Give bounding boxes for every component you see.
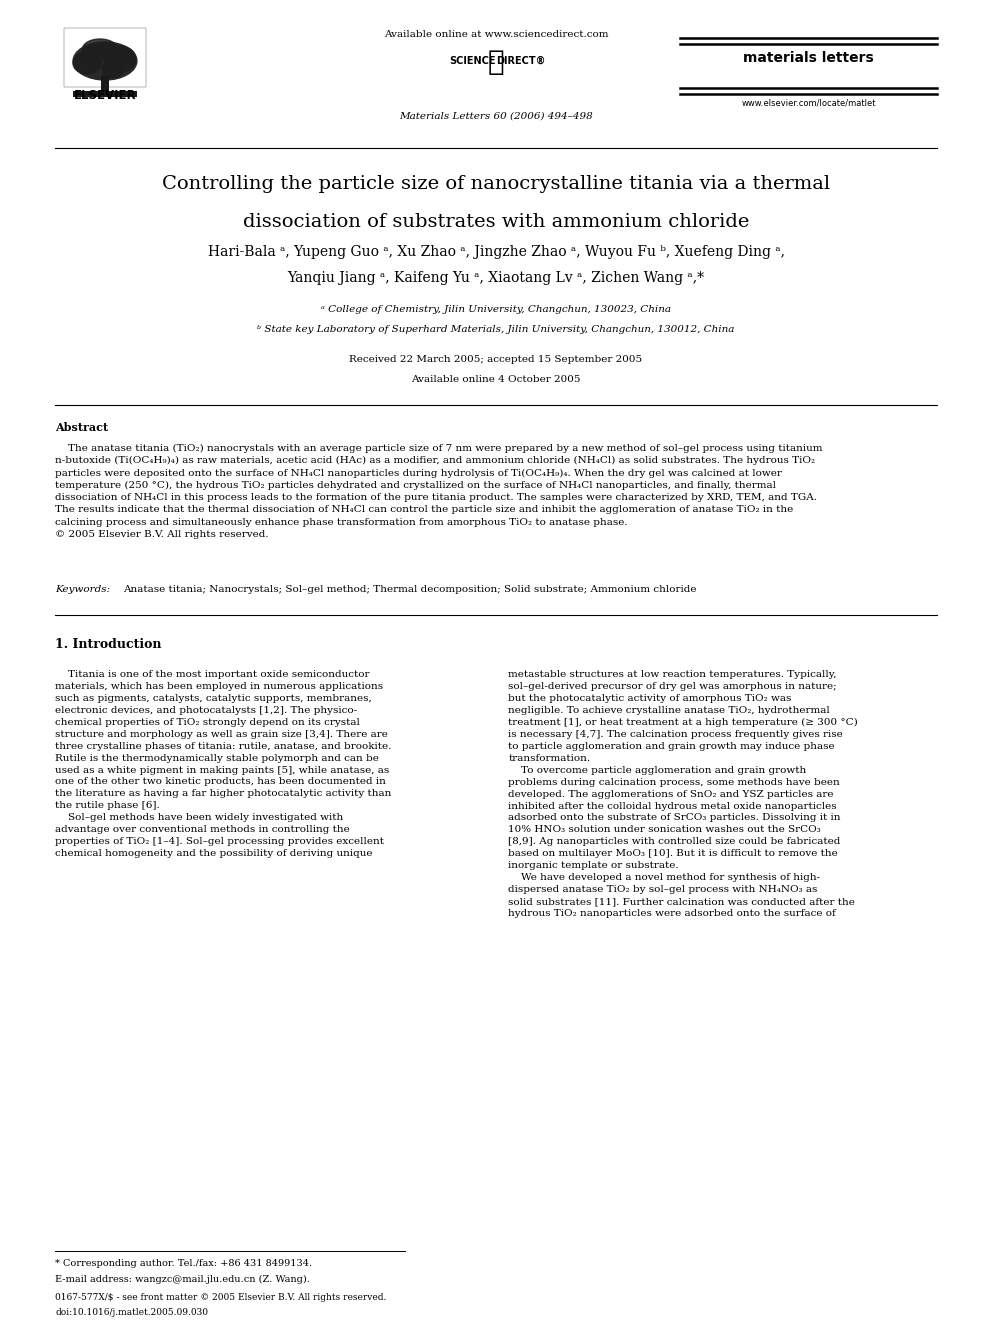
- Text: Keywords:: Keywords:: [55, 585, 113, 594]
- Text: www.elsevier.com/locate/matlet: www.elsevier.com/locate/matlet: [741, 98, 876, 107]
- Text: Received 22 March 2005; accepted 15 September 2005: Received 22 March 2005; accepted 15 Sept…: [349, 355, 643, 364]
- Text: 0167-577X/$ - see front matter © 2005 Elsevier B.V. All rights reserved.: 0167-577X/$ - see front matter © 2005 El…: [55, 1293, 386, 1302]
- Text: doi:10.1016/j.matlet.2005.09.030: doi:10.1016/j.matlet.2005.09.030: [55, 1308, 208, 1316]
- FancyBboxPatch shape: [72, 91, 137, 97]
- Text: metastable structures at low reaction temperatures. Typically,
sol–gel-derived p: metastable structures at low reaction te…: [509, 669, 858, 918]
- Text: ELSEVIER: ELSEVIER: [73, 89, 136, 102]
- Text: dissociation of substrates with ammonium chloride: dissociation of substrates with ammonium…: [243, 213, 749, 232]
- Text: Hari-Bala ᵃ, Yupeng Guo ᵃ, Xu Zhao ᵃ, Jingzhe Zhao ᵃ, Wuyou Fu ᵇ, Xuefeng Ding ᵃ: Hari-Bala ᵃ, Yupeng Guo ᵃ, Xu Zhao ᵃ, Ji…: [207, 245, 785, 259]
- Text: Yanqiu Jiang ᵃ, Kaifeng Yu ᵃ, Xiaotang Lv ᵃ, Zichen Wang ᵃ,*: Yanqiu Jiang ᵃ, Kaifeng Yu ᵃ, Xiaotang L…: [288, 271, 704, 284]
- Text: Titania is one of the most important oxide semiconductor
materials, which has be: Titania is one of the most important oxi…: [55, 669, 392, 859]
- Ellipse shape: [82, 38, 117, 60]
- FancyBboxPatch shape: [101, 75, 109, 97]
- Ellipse shape: [73, 52, 101, 74]
- Text: 1. Introduction: 1. Introduction: [55, 638, 162, 651]
- Text: E-mail address: wangzc@mail.jlu.edu.cn (Z. Wang).: E-mail address: wangzc@mail.jlu.edu.cn (…: [55, 1275, 310, 1285]
- Ellipse shape: [102, 60, 124, 78]
- Ellipse shape: [104, 46, 136, 71]
- Text: ⓓ: ⓓ: [488, 48, 504, 75]
- Text: Available online 4 October 2005: Available online 4 October 2005: [412, 374, 580, 384]
- Ellipse shape: [73, 42, 137, 79]
- Text: ᵃ College of Chemistry, Jilin University, Changchun, 130023, China: ᵃ College of Chemistry, Jilin University…: [321, 306, 671, 314]
- Text: Available online at www.sciencedirect.com: Available online at www.sciencedirect.co…: [384, 30, 608, 38]
- Text: ᵇ State key Laboratory of Superhard Materials, Jilin University, Changchun, 1300: ᵇ State key Laboratory of Superhard Mate…: [257, 325, 735, 333]
- Text: SCIENCE: SCIENCE: [449, 56, 496, 66]
- Text: Abstract: Abstract: [55, 422, 108, 433]
- Text: materials letters: materials letters: [743, 52, 874, 65]
- Text: * Corresponding author. Tel./fax: +86 431 8499134.: * Corresponding author. Tel./fax: +86 43…: [55, 1259, 312, 1267]
- Text: The anatase titania (TiO₂) nanocrystals with an average particle size of 7 nm we: The anatase titania (TiO₂) nanocrystals …: [55, 445, 822, 538]
- Text: DIRECT®: DIRECT®: [496, 56, 546, 66]
- Text: Controlling the particle size of nanocrystalline titania via a thermal: Controlling the particle size of nanocry…: [162, 175, 830, 193]
- Text: Anatase titania; Nanocrystals; Sol–gel method; Thermal decomposition; Solid subs: Anatase titania; Nanocrystals; Sol–gel m…: [123, 585, 696, 594]
- Text: Materials Letters 60 (2006) 494–498: Materials Letters 60 (2006) 494–498: [399, 112, 593, 120]
